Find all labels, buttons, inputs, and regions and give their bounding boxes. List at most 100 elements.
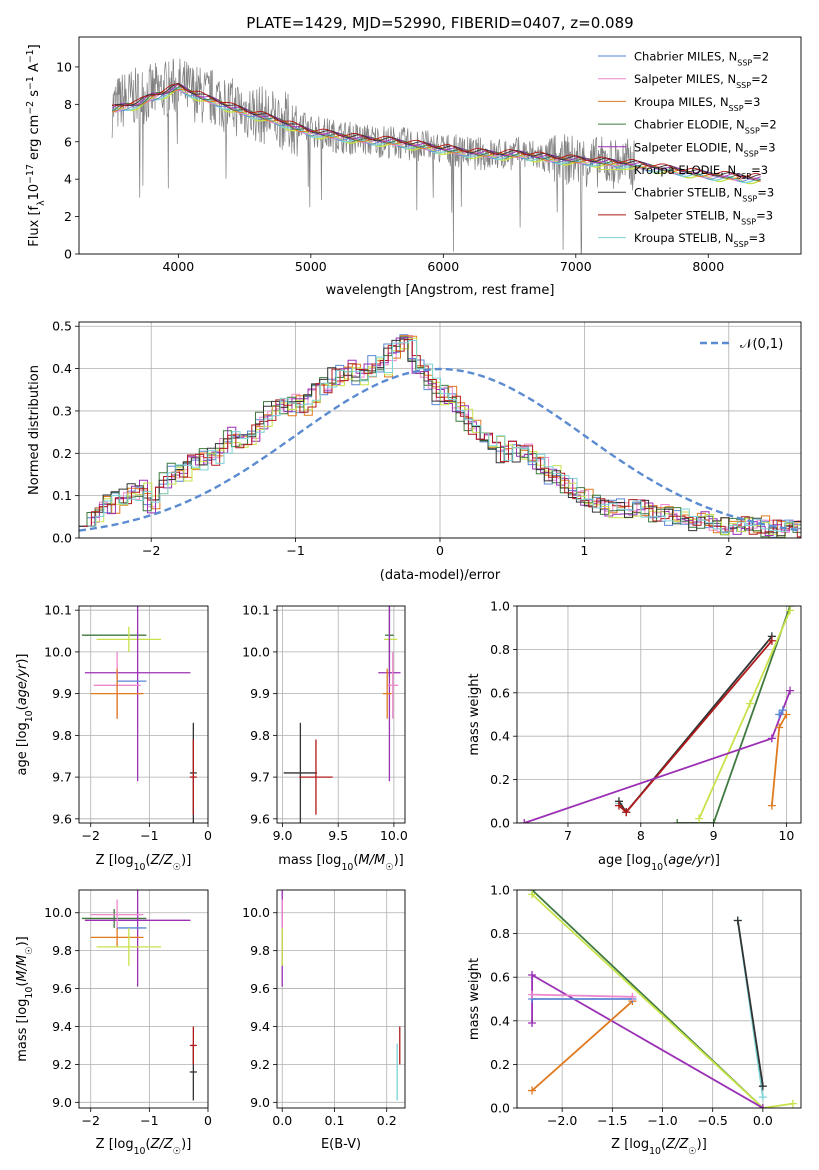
y-tick-label: 0.4: [52, 361, 72, 376]
label-part: =3: [749, 231, 766, 245]
label-part: )]: [15, 936, 30, 946]
plus-marker: [758, 1104, 767, 1108]
label-part: Z [log: [96, 1137, 134, 1152]
plus-marker: [673, 819, 682, 823]
label-part: 10: [651, 862, 663, 873]
y-tick-label: 10.1: [242, 603, 270, 618]
label-part: Chabrier MILES, N: [634, 50, 737, 64]
plus-marker: [528, 971, 537, 980]
weight-lines: [528, 890, 797, 1108]
y-tick-label: 9.8: [52, 943, 72, 958]
label-part: Z [log: [611, 1137, 649, 1152]
label-part: SSP: [736, 81, 751, 90]
legend-label: Kroupa STELIB, NSSP=3: [634, 231, 765, 249]
x-tick-label: 10: [778, 828, 794, 843]
label-part: =3: [759, 140, 776, 154]
label-part: =2: [760, 118, 777, 132]
label-part: (: [146, 853, 151, 868]
x-tick-label: 0: [436, 543, 444, 558]
y-tick-label: 0.2: [490, 772, 510, 787]
plus-marker: [528, 890, 537, 899]
weight-line-salpeter_elodie: [524, 690, 791, 823]
plus-marker: [733, 916, 742, 925]
legend-label: Kroupa MILES, NSSP=3: [634, 95, 760, 113]
mass_weight_vs_z-axes: −2.0 −1.5 −1.0 −0.5 0.0 0.0 0.2 0.4 0.6 0.8 1.0 Z […: [467, 883, 802, 1157]
label-part: =3: [751, 163, 768, 177]
label-part: age [log: [15, 722, 30, 775]
label-part: Kroupa STELIB, N: [634, 231, 734, 245]
y-tick-label: 0.1: [52, 488, 72, 503]
figure-title: PLATE=1429, MJD=52990, FIBERID=0407, z=0…: [246, 14, 633, 32]
y-tick-label: 10.0: [242, 905, 270, 920]
plus-marker: [767, 734, 776, 743]
y-tick-label: 9.7: [52, 770, 72, 785]
label-part: (: [15, 982, 30, 987]
label-part: s: [27, 90, 42, 101]
x-tick-label: −1.5: [597, 1113, 627, 1128]
x-axis-label: (data-model)/error: [380, 568, 501, 583]
label-part: Z/Z: [150, 1137, 174, 1152]
y-tick-label: 9.9: [250, 686, 270, 701]
label-part: Kroupa MILES, N: [634, 95, 729, 109]
label-part: (: [353, 853, 358, 868]
model-trace-chabrier_elodie: [111, 86, 761, 181]
plus-marker: [786, 686, 795, 695]
y-tick-label: 9.7: [250, 770, 270, 785]
legend-label: Salpeter ELODIE, NSSP=3: [634, 140, 776, 158]
label-part: 10: [134, 862, 146, 873]
y-tick-label: 0.6: [490, 685, 510, 700]
label-part: ☉: [385, 862, 393, 873]
label-part: M/M: [358, 853, 385, 868]
axes-frame: [276, 605, 406, 824]
data-point-kroupa_miles: [382, 668, 392, 719]
model-trace-chabrier_stelib: [111, 83, 761, 179]
y-tick-label: 0.4: [490, 1013, 510, 1028]
y-axis-label: Flux [fλ10−17 erg cm−2 s−1 A−1]: [25, 44, 47, 246]
label-part: Z/Z: [665, 1137, 689, 1152]
y-tick-label: 0.3: [52, 403, 72, 418]
y-tick-label: 0.8: [490, 926, 510, 941]
y-tick-label: 10.0: [242, 644, 270, 659]
y-tick-label: 10.0: [44, 644, 72, 659]
histogram-kroupa_stelib: [87, 340, 801, 533]
label-part: Z [log: [96, 853, 134, 868]
x-tick-label: −1: [140, 1113, 158, 1128]
label-part: 10: [134, 1146, 146, 1157]
data-point-salpeter_stelib: [189, 1026, 197, 1065]
histogram-salpeter_stelib: [83, 339, 801, 538]
y-tick-label: 9.6: [52, 981, 72, 996]
data-point-salpeter_miles: [90, 899, 144, 930]
label-part: SSP: [741, 217, 756, 226]
x-tick-label: 8000: [692, 259, 724, 274]
age_vs_mass-axes: 9.0 9.5 10.0 9.6 9.7 9.8 9.9 10.0 10.1 mass [log1…: [242, 603, 408, 873]
y-tick-label: 2: [64, 209, 72, 224]
x-tick-label: 10.0: [380, 828, 408, 843]
y-tick-label: 9.6: [52, 811, 72, 826]
plus-marker: [695, 814, 704, 823]
y-tick-label: 1.0: [490, 883, 510, 898]
x-axis-label: wavelength [Angstrom, rest frame]: [326, 283, 555, 298]
y-tick-label: 0.6: [490, 970, 510, 985]
y-tick-label: 0.2: [52, 446, 72, 461]
plus-marker: [782, 710, 791, 719]
label-part: )]: [697, 1137, 707, 1152]
age_vs_z-axes: −2 −1 09.69.79.89.910.010.1Z [log10(Z/Z☉)]…: [15, 603, 212, 873]
mass_vs_ebv-axes: 0.0 0.1 0.2 9.0 9.2 9.4 9.6 9.8 10.0: [242, 889, 406, 1128]
x-tick-label: −1.0: [647, 1113, 677, 1128]
x-tick-label: 0.2: [377, 1113, 397, 1128]
weight-line-salpeter_miles: [532, 993, 633, 998]
legend-label: Kroupa ELODIE, NSSP=3: [634, 163, 768, 181]
data-point-salpeter_stelib: [189, 739, 197, 815]
x-axis-label: Z [log10(Z/Z☉)]: [96, 1137, 192, 1157]
y-tick-label: 9.6: [250, 811, 270, 826]
plus-marker: [622, 808, 631, 817]
y-tick-label: 0.5: [52, 319, 72, 334]
weight-line-chabrier_stelib: [736, 920, 764, 1087]
y-tick-label: 9.0: [250, 1095, 270, 1110]
data-point-chabrier_elodie: [81, 908, 147, 928]
label-part: =2: [751, 72, 768, 86]
label-part: ]: [27, 44, 42, 49]
plus-marker: [614, 801, 623, 810]
x-tick-label: 6000: [427, 259, 459, 274]
